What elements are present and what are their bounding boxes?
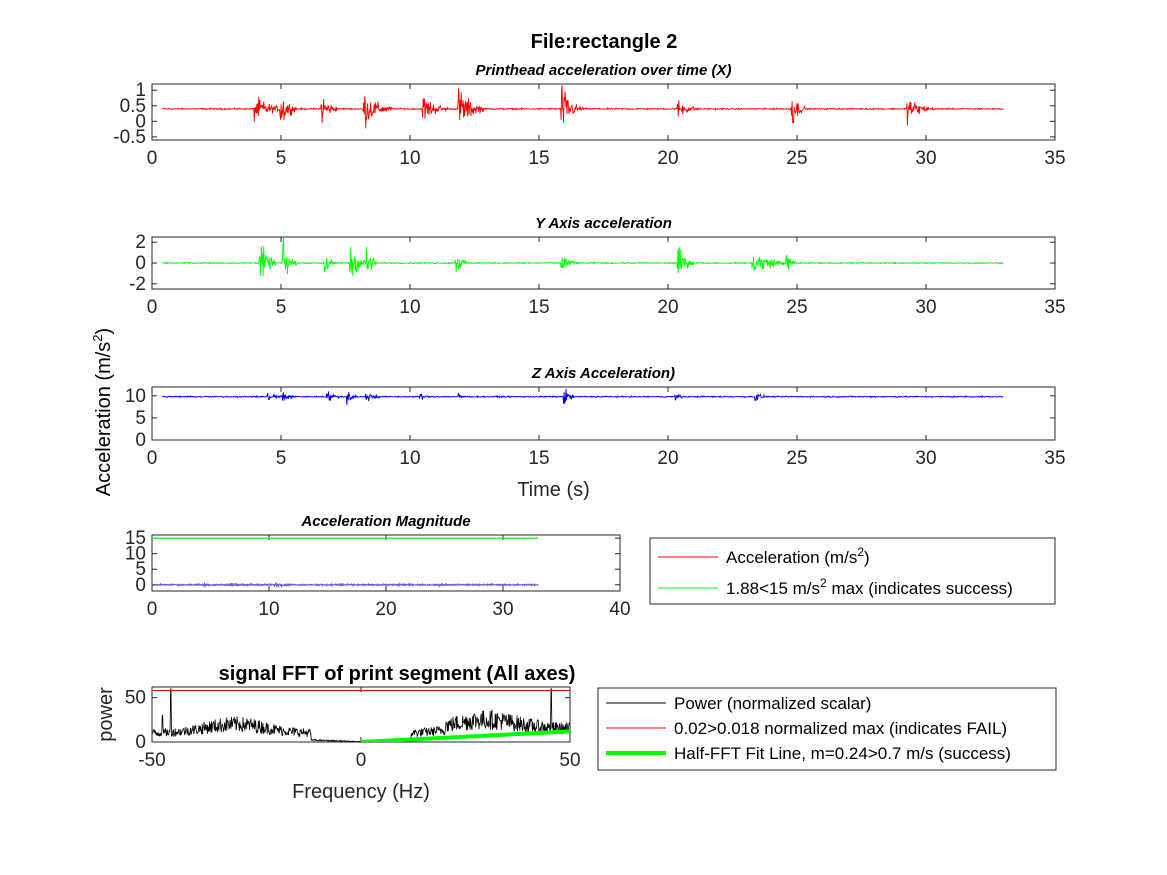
legend-entry: Power (normalized scalar)	[674, 694, 871, 713]
x-tick-label: 30	[915, 297, 936, 318]
x-tick-label: 15	[528, 148, 549, 169]
y-tick-label: -0.5	[113, 127, 146, 148]
x-tick-label: 15	[528, 297, 549, 318]
x-tick-label: 25	[786, 448, 807, 469]
x-tick-label: 15	[528, 448, 549, 469]
plot-area	[152, 537, 539, 589]
x-tick-label: 25	[786, 297, 807, 318]
legend-entry: 1.88<15 m/s2 max (indicates success)	[726, 576, 1013, 598]
y-axis-label: power	[95, 687, 117, 742]
x-tick-label: 30	[915, 148, 936, 169]
y-tick-label: -2	[129, 274, 146, 295]
subplot-title: signal FFT of print segment (All axes)	[219, 663, 576, 685]
x-tick-label: 0	[147, 297, 158, 318]
subplot-title: Z Axis Acceleration)	[531, 365, 675, 382]
y-tick-label: 50	[125, 688, 146, 709]
x-tick-label: 35	[1044, 297, 1065, 318]
y-tick-label: 15	[125, 528, 146, 549]
series-line	[152, 581, 539, 589]
plot-area	[152, 688, 570, 742]
plot-area	[162, 237, 1004, 277]
series-line	[162, 388, 1004, 406]
y-tick-label: 0	[135, 430, 146, 451]
x-tick-label: 0	[147, 448, 158, 469]
figure-title: File:rectangle 2	[531, 31, 678, 53]
subplot-title: Printhead acceleration over time (X)	[476, 62, 732, 79]
x-tick-label: 10	[258, 599, 279, 620]
x-tick-label: 35	[1044, 448, 1065, 469]
shared-y-axis-label: Acceleration (m/s2)	[90, 328, 115, 496]
x-tick-label: 0	[147, 148, 158, 169]
y-tick-label: 0	[135, 732, 146, 753]
y-tick-label: 0	[135, 111, 146, 132]
subplot-title: Acceleration Magnitude	[300, 513, 470, 530]
x-tick-label: 30	[915, 448, 936, 469]
plot-area	[162, 388, 1004, 406]
axes-frame	[151, 386, 1056, 441]
series-line	[162, 85, 1004, 129]
x-tick-label: 0	[356, 750, 367, 771]
axes-frame	[151, 534, 621, 592]
legend-entry: Half-FFT Fit Line, m=0.24>0.7 m/s (succe…	[674, 744, 1011, 763]
x-tick-label: -50	[138, 750, 165, 771]
x-tick-label: 30	[492, 599, 513, 620]
y-tick-label: 5	[135, 559, 146, 580]
x-tick-label: 25	[786, 148, 807, 169]
axes-frame	[151, 686, 571, 743]
x-tick-label: 10	[399, 448, 420, 469]
y-tick-label: 1	[135, 80, 146, 101]
x-tick-label: 5	[276, 297, 287, 318]
x-tick-label: 20	[375, 599, 396, 620]
subplot-title: Y Axis acceleration	[535, 215, 672, 232]
legend: Power (normalized scalar) 0.02>0.018 norm…	[597, 687, 1057, 771]
x-tick-label: 0	[147, 599, 158, 620]
x-tick-label: 10	[399, 297, 420, 318]
y-tick-label: 0.5	[120, 96, 146, 117]
y-tick-label: 0	[135, 253, 146, 274]
x-tick-label: 5	[276, 448, 287, 469]
x-tick-label: 20	[657, 448, 678, 469]
y-tick-label: 5	[135, 408, 146, 429]
legend-box	[649, 537, 1056, 605]
fit-line	[360, 729, 570, 742]
series-line	[162, 237, 1004, 277]
plot-area	[162, 85, 1004, 129]
x-axis-label: Frequency (Hz)	[292, 781, 430, 803]
x-tick-label: 20	[657, 148, 678, 169]
x-tick-label: 40	[609, 599, 630, 620]
x-tick-label: 50	[559, 750, 580, 771]
legend-entry: 0.02>0.018 normalized max (indicates FAI…	[674, 719, 1007, 738]
y-tick-label: 10	[125, 386, 146, 407]
legend-box	[597, 687, 1057, 771]
y-tick-label: 0	[135, 575, 146, 596]
y-tick-label: 10	[125, 544, 146, 565]
x-axis-label: Time (s)	[517, 479, 590, 501]
axes-frame	[151, 83, 1056, 141]
x-tick-label: 20	[657, 297, 678, 318]
legend-entry: Acceleration (m/s2)	[726, 545, 870, 567]
legend: Acceleration (m/s2) 1.88<15 m/s2 max (ind…	[649, 537, 1056, 605]
x-tick-label: 35	[1044, 148, 1065, 169]
x-tick-label: 5	[276, 148, 287, 169]
y-tick-label: 2	[135, 232, 146, 253]
x-tick-label: 10	[399, 148, 420, 169]
